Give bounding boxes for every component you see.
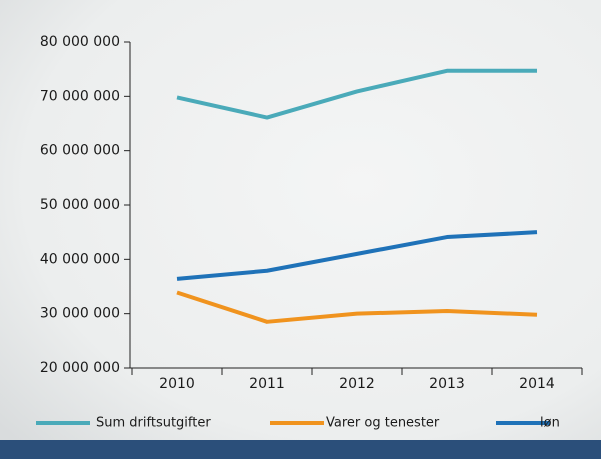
x-tick-label: 2010 <box>159 376 195 392</box>
legend: Sum driftsutgifter Varer og tenester løn <box>36 416 560 431</box>
y-tick-label: 60 000 000 <box>40 143 120 159</box>
x-tick-label: 2014 <box>519 376 555 392</box>
x-tick-label: 2013 <box>429 376 465 392</box>
legend-label: løn <box>540 416 560 431</box>
y-tick-label: 70 000 000 <box>40 88 120 104</box>
y-tick-label: 80 000 000 <box>40 34 120 50</box>
legend-label: Sum driftsutgifter <box>96 416 211 431</box>
legend-label: Varer og tenester <box>326 416 440 431</box>
y-tick-label: 50 000 000 <box>40 197 120 213</box>
y-tick-label: 30 000 000 <box>40 306 120 322</box>
y-tick-label: 40 000 000 <box>40 251 120 267</box>
series-line <box>176 68 537 120</box>
series-line <box>176 230 538 281</box>
footer-bar <box>0 440 601 459</box>
x-tick-label: 2012 <box>339 376 375 392</box>
y-tick-label: 20 000 000 <box>40 360 120 376</box>
series-line <box>176 290 538 324</box>
x-tick-label: 2011 <box>249 376 285 392</box>
